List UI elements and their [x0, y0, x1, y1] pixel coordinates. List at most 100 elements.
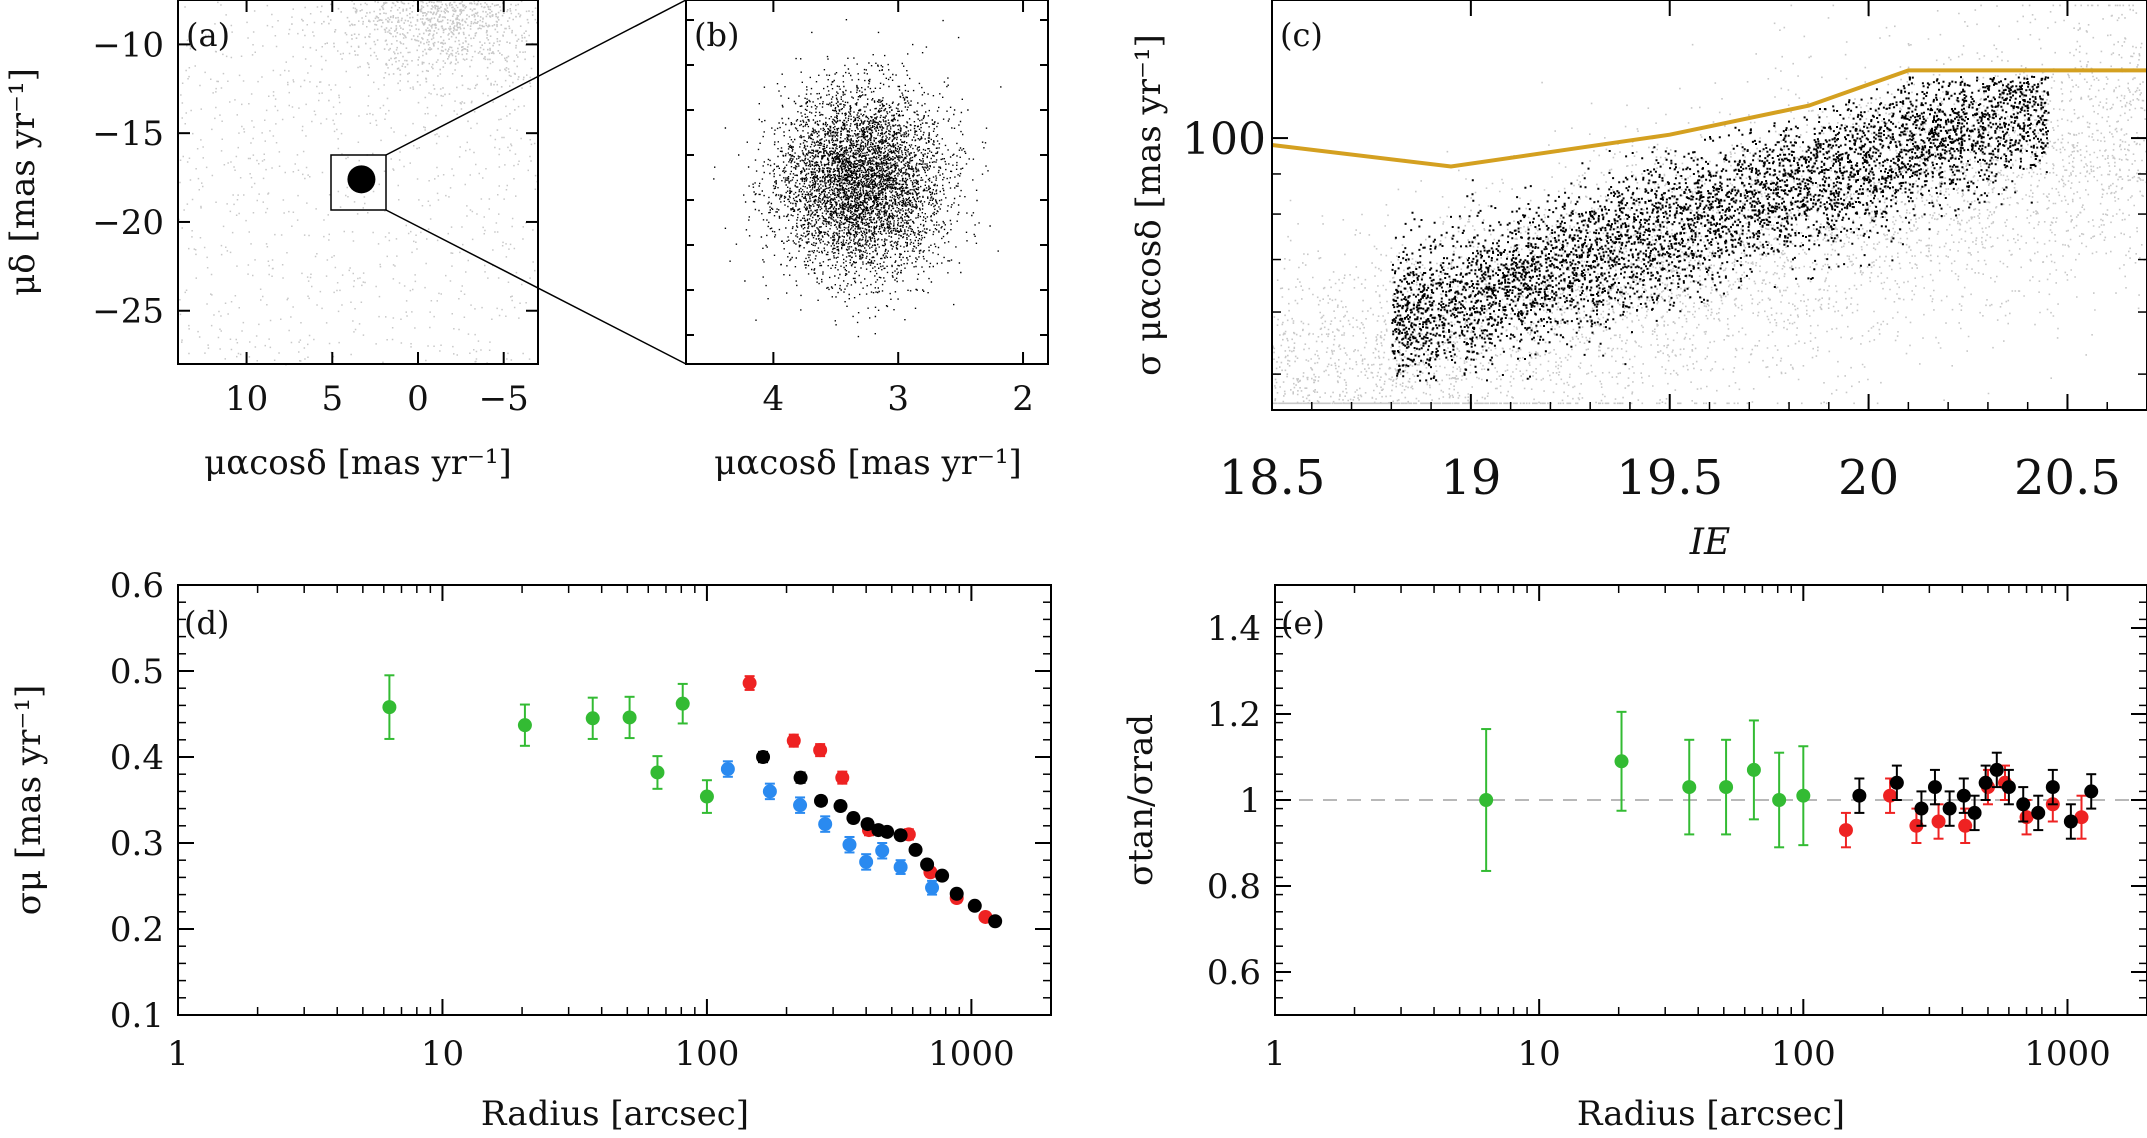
panel-d-ytick-label: 0.1	[110, 996, 164, 1036]
panel-d-point	[925, 880, 940, 895]
panel-a-xtick-label: 5	[321, 379, 343, 419]
panel-e-point	[1889, 775, 1904, 790]
panel-d-point	[893, 828, 908, 843]
panel-d-xtick-label: 1	[167, 1034, 189, 1074]
panel-d-point	[756, 750, 771, 764]
panel-c-ylabel: σ μαcosδ [mas yr⁻¹]	[1129, 34, 1169, 376]
panel-d-ytick-label: 0.2	[110, 910, 164, 950]
panel-c-ticks: 18.5 19 19.5 20 20.5 100	[1182, 0, 2147, 506]
panel-e-point	[2031, 805, 2046, 820]
panel-c-xtick-label: 19	[1440, 450, 1501, 506]
panel-b-xtick-label: 3	[887, 379, 909, 419]
panel-e-point	[1746, 762, 1761, 777]
panel-e-xtick-label: 1000	[2024, 1034, 2111, 1074]
panel-c-letter: (c)	[1280, 16, 1323, 54]
panel-b-letter: (b)	[694, 16, 739, 54]
panel-d-ytick-label: 0.3	[110, 824, 164, 864]
panel-d-point	[835, 770, 850, 785]
panel-e-points	[1479, 710, 2099, 872]
panel-d-point	[949, 886, 964, 901]
panel-e: 1 10 100 1000 0.6 0.8 1 1.2 1.4 (e) Radius [arcs…	[1121, 584, 2147, 1134]
panel-c-xtick-label: 19.5	[1616, 450, 1723, 506]
panel-d-point	[675, 696, 690, 711]
panel-d-point	[920, 857, 935, 872]
panel-e-xtick-label: 10	[1518, 1034, 1561, 1074]
panel-d-point	[967, 898, 982, 913]
panel-a-xlabel: μαcosδ [mas yr⁻¹]	[204, 443, 512, 483]
panel-d-letter: (d)	[184, 604, 229, 642]
panel-e-point	[1967, 805, 1982, 820]
panel-e-point	[1989, 762, 2004, 777]
panel-b-frame	[685, 0, 1049, 365]
panel-d-point	[742, 676, 757, 691]
panel-e-xtick-label: 1	[1264, 1034, 1286, 1074]
panel-e-point	[2045, 780, 2060, 795]
panel-e-point	[1796, 788, 1811, 803]
panel-e-ticks: 1 10 100 1000 0.6 0.8 1 1.2 1.4	[1207, 584, 2147, 1074]
panel-d: 1 10 100 1000 0.1 0.2 0.3 0.4 0.5 0.6 (d) Radius …	[9, 566, 1052, 1134]
panel-d-point	[908, 842, 923, 857]
panel-c-xtick-label: 20	[1838, 450, 1899, 506]
panel-d-ytick-label: 0.6	[110, 566, 164, 606]
panel-d-ylabel: σμ [mas yr⁻¹]	[9, 685, 49, 915]
panel-d-point	[786, 733, 801, 748]
panel-d-xlabel: Radius [arcsec]	[481, 1094, 749, 1134]
panel-d-point	[988, 914, 1003, 929]
panel-b-xtick-label: 2	[1012, 379, 1034, 419]
panel-d-point	[793, 770, 808, 785]
panel-e-point	[1852, 788, 1867, 803]
panel-a-letter: (a)	[186, 16, 230, 54]
panel-c-scatter	[1272, 4, 2147, 405]
panel-e-point	[1838, 823, 1853, 838]
zoom-connector-top	[385, 0, 687, 156]
panel-a-xtick-label: 0	[407, 379, 429, 419]
panel-d-point	[860, 817, 875, 832]
panel-e-letter: (e)	[1281, 604, 1325, 642]
panel-a-scatter	[178, 0, 538, 366]
panel-e-point	[2001, 780, 2016, 795]
panel-e-point	[1931, 814, 1946, 829]
panel-d-point	[622, 710, 637, 725]
panel-d-point	[893, 860, 908, 875]
panel-d-point	[814, 793, 829, 808]
panel-e-point	[2074, 810, 2089, 825]
panel-d-frame	[177, 584, 1052, 1016]
panel-d-point	[813, 743, 828, 758]
panel-e-ytick-label: 1.2	[1207, 695, 1261, 735]
panel-e-point	[1914, 801, 1929, 816]
panel-d-xtick-label: 10	[421, 1034, 464, 1074]
panel-e-point	[1719, 780, 1734, 795]
panel-a-ytick-label: −25	[92, 292, 164, 332]
panel-e-point	[2016, 797, 2031, 812]
panel-e-point	[1927, 780, 1942, 795]
panel-e-point	[1772, 793, 1787, 807]
panel-c-cut-line	[1271, 68, 2147, 169]
panel-e-point	[1614, 754, 1629, 769]
panel-d-point	[859, 854, 874, 869]
zoom-connector-bottom	[385, 209, 687, 365]
panel-c-xlabel: IE	[1689, 522, 1731, 563]
panel-c-xtick-label: 20.5	[2014, 450, 2121, 506]
panel-d-point	[650, 765, 665, 780]
panel-e-point	[2063, 814, 2078, 829]
panel-e-ylabel: σtan/σrad	[1121, 714, 1161, 886]
panel-a-xtick-label: 10	[225, 379, 268, 419]
panel-e-ytick-label: 0.8	[1207, 867, 1261, 907]
panel-d-point	[762, 784, 777, 799]
panel-b-xlabel: μαcosδ [mas yr⁻¹]	[714, 443, 1022, 483]
panel-e-ytick-label: 0.6	[1207, 953, 1261, 993]
panel-d-point	[699, 789, 714, 804]
panel-e-point	[1956, 788, 1971, 803]
panel-e-point	[1909, 818, 1924, 833]
panel-a-ytick-label: −10	[92, 25, 164, 65]
panel-e-point	[1479, 793, 1494, 807]
panel-d-point	[793, 798, 808, 813]
panel-e-xtick-label: 100	[1771, 1034, 1836, 1074]
panel-a-frame	[177, 0, 539, 365]
panel-d-ytick-label: 0.4	[110, 738, 164, 778]
panel-b-ticks: 4 3 2	[686, 0, 1048, 419]
panel-a-ytick-label: −15	[92, 114, 164, 154]
panel-d-point	[875, 843, 890, 858]
panel-d-point	[833, 799, 848, 814]
panel-d-point	[382, 700, 397, 715]
